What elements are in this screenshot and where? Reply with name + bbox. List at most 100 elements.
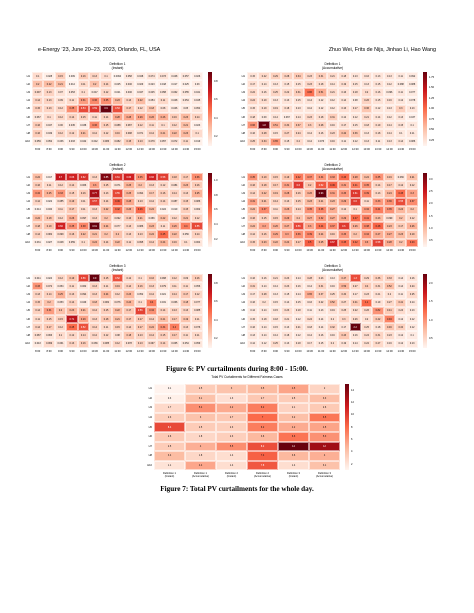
heatmap-4-cell: 0.37 — [326, 222, 339, 231]
heatmap-6-cell: 0.18 — [292, 339, 304, 348]
heatmap-5-cell: 0.078 — [123, 339, 135, 348]
heatmap-4-colorbar-tick: 1.5 — [429, 214, 433, 218]
heatmap-3-cell: 0.11 — [77, 197, 89, 206]
heatmap-5-cell: 0.25 — [54, 290, 67, 299]
heatmap-6-col-label: 13:30 — [374, 349, 382, 353]
heatmap-3-cell: 0.066 — [145, 213, 158, 223]
heatmap-1-cell: 0.11 — [88, 112, 101, 122]
heatmap-1-cell: 0.045 — [191, 96, 203, 105]
heatmap-5-colorbar-tick: 0.6 — [214, 300, 218, 304]
heatmap-3-cell: 0.12 — [54, 213, 67, 223]
heatmap-3-cell: 0.14 — [32, 230, 44, 239]
heatmap-6-cell: 0.25 — [326, 290, 339, 299]
heatmap-6-cell: 0.52 — [383, 282, 396, 291]
heatmap-2-cell: 0.17 — [349, 104, 361, 113]
heatmap-6-colorbar — [423, 274, 427, 348]
heatmap-3-cell: 0.49 — [111, 197, 124, 206]
heatmap-1-cell: 0.13 — [43, 104, 55, 113]
heatmap-1-cell: 0.052 — [43, 137, 55, 146]
heatmap-5-cell: 0.12 — [100, 331, 112, 340]
heatmap-1-cell: 0.046 — [168, 104, 181, 113]
heatmap-6-colorbar-tick: 1.0 — [429, 318, 433, 322]
heatmap-5-cell: 0.19 — [66, 274, 78, 283]
heatmap-3-cell: 0.086 — [191, 197, 203, 206]
heatmap-1-row-label: H10 — [25, 140, 30, 144]
heatmap-3-row-label: H3 — [26, 191, 30, 195]
heatmap-2-cell: 0.15 — [292, 96, 304, 105]
heatmap-4-cell: 0.15 — [292, 197, 304, 206]
heatmap-1-row-label: H5 — [26, 107, 30, 111]
heatmap-5-cell: 0.16 — [191, 274, 203, 283]
heatmap-6-cell: 0.23 — [281, 282, 293, 291]
heatmap-4-col-label: 12:30 — [352, 248, 359, 252]
heatmap-1-cell: 0.11 — [145, 121, 158, 130]
heatmap-3-cell: 0.2 — [111, 230, 124, 239]
heatmap-2-title-line: Definition 1 — [324, 62, 341, 66]
heatmap-6-cell: 0.16 — [247, 298, 259, 307]
heatmap-2-col-label: 9:00 — [272, 147, 279, 151]
total-curtailment-cell: 6.2 — [247, 403, 278, 413]
heatmap-4-cell: 0.45 — [395, 189, 407, 198]
heatmap-6-col-label: 12:30 — [352, 349, 359, 353]
heatmap-2-col-label: 14:00 — [386, 147, 393, 151]
heatmap-4-cell: 0.15 — [269, 173, 282, 182]
heatmap-4-cell: 0.31 — [281, 181, 293, 190]
total-curtailment-cell: 3 — [185, 412, 216, 423]
heatmap-6-cell: 0.18 — [303, 323, 316, 332]
heatmap-6-cell: 0.12 — [406, 323, 418, 332]
heatmap-2-cell: 0.18 — [360, 121, 373, 130]
heatmap-2-cell: 0.36 — [349, 129, 361, 138]
heatmap-5-cell: 0.15 — [111, 323, 124, 332]
total-curtailment-cell: 4 — [309, 451, 340, 461]
heatmap-5-col-label: 12:00 — [125, 349, 133, 353]
heatmap-1-cell: 0.067 — [32, 112, 44, 122]
total-curtailment-colorbar-tick: 10 — [351, 413, 354, 417]
heatmap-5-cell: 0.12 — [111, 290, 124, 299]
heatmap-5-col-label: 9:00 — [57, 349, 64, 353]
heatmap-4-colorbar — [423, 173, 427, 247]
heatmap-5-cell: 0.1 — [134, 274, 146, 283]
heatmap-4-cell: 0.35 — [383, 205, 396, 214]
heatmap-3-cell: 0.12 — [157, 181, 169, 190]
heatmap-4-colorbar-tick: 0.5 — [429, 239, 433, 243]
heatmap-4-cell: 0.2 — [395, 238, 407, 247]
heatmap-1-cell: 0.097 — [32, 88, 44, 97]
heatmap-5-cell: 0.12 — [66, 331, 78, 340]
heatmap-3-cell: 0.064 — [191, 238, 203, 247]
heatmap-6-cell: 0.15 — [269, 306, 282, 315]
heatmap-5-cell: 0.34 — [145, 306, 158, 315]
heatmap-1-cell: 0.058 — [157, 88, 169, 97]
heatmap-2-cell: 0.31 — [315, 72, 327, 81]
heatmap-4-cell: 0.37 — [258, 205, 270, 214]
heatmap-2-cell: 0.19 — [372, 121, 384, 130]
heatmap-3-cell: 0.034 — [43, 205, 55, 214]
heatmap-2-colorbar-tick: 1.00 — [429, 107, 435, 111]
heatmap-1-cell: 0.009 — [66, 72, 78, 81]
heatmap-3-cell: 0.14 — [191, 230, 203, 239]
heatmap-4-cell: 0.5 — [303, 238, 316, 247]
heatmap-6-cell: 0.15 — [281, 290, 293, 299]
heatmap-3-cell: 0.3 — [88, 181, 101, 190]
heatmap-3-cell: 0.14 — [145, 238, 158, 247]
heatmap-2-cell: 0.17 — [247, 80, 259, 89]
heatmap-4-cell: 0.22 — [247, 222, 259, 231]
heatmap-1-cell: 0.12 — [145, 129, 158, 138]
heatmap-3-colorbar — [208, 173, 212, 247]
heatmap-4-row-label: H6 — [241, 216, 245, 220]
heatmap-5-cell: 0.17 — [180, 290, 192, 299]
heatmap-3-cell: 0.22 — [100, 205, 112, 214]
heatmap-1-cell: 0.15 — [123, 137, 135, 146]
heatmap-2-cell: 0.12 — [315, 96, 327, 105]
heatmap-4-cell: 0.21 — [258, 197, 270, 206]
heatmap-6-cell: 0.27 — [372, 339, 384, 348]
heatmap-5-cell: 0.056 — [191, 282, 203, 291]
heatmap-3-cell: 0.25 — [191, 189, 203, 198]
heatmap-5-cell: 0.21 — [111, 314, 124, 324]
heatmap-6-cell: 0.19 — [338, 339, 350, 348]
heatmap-1-cell: 0.15 — [54, 72, 67, 81]
heatmap-6-cell: 0.82 — [372, 306, 384, 315]
heatmap-5-cell: 0.17 — [168, 314, 181, 324]
heatmap-5-cell: 0.059 — [191, 339, 203, 348]
heatmap-2-cell: 0.13 — [360, 137, 373, 146]
heatmap-6-cell: 0.13 — [406, 339, 418, 348]
